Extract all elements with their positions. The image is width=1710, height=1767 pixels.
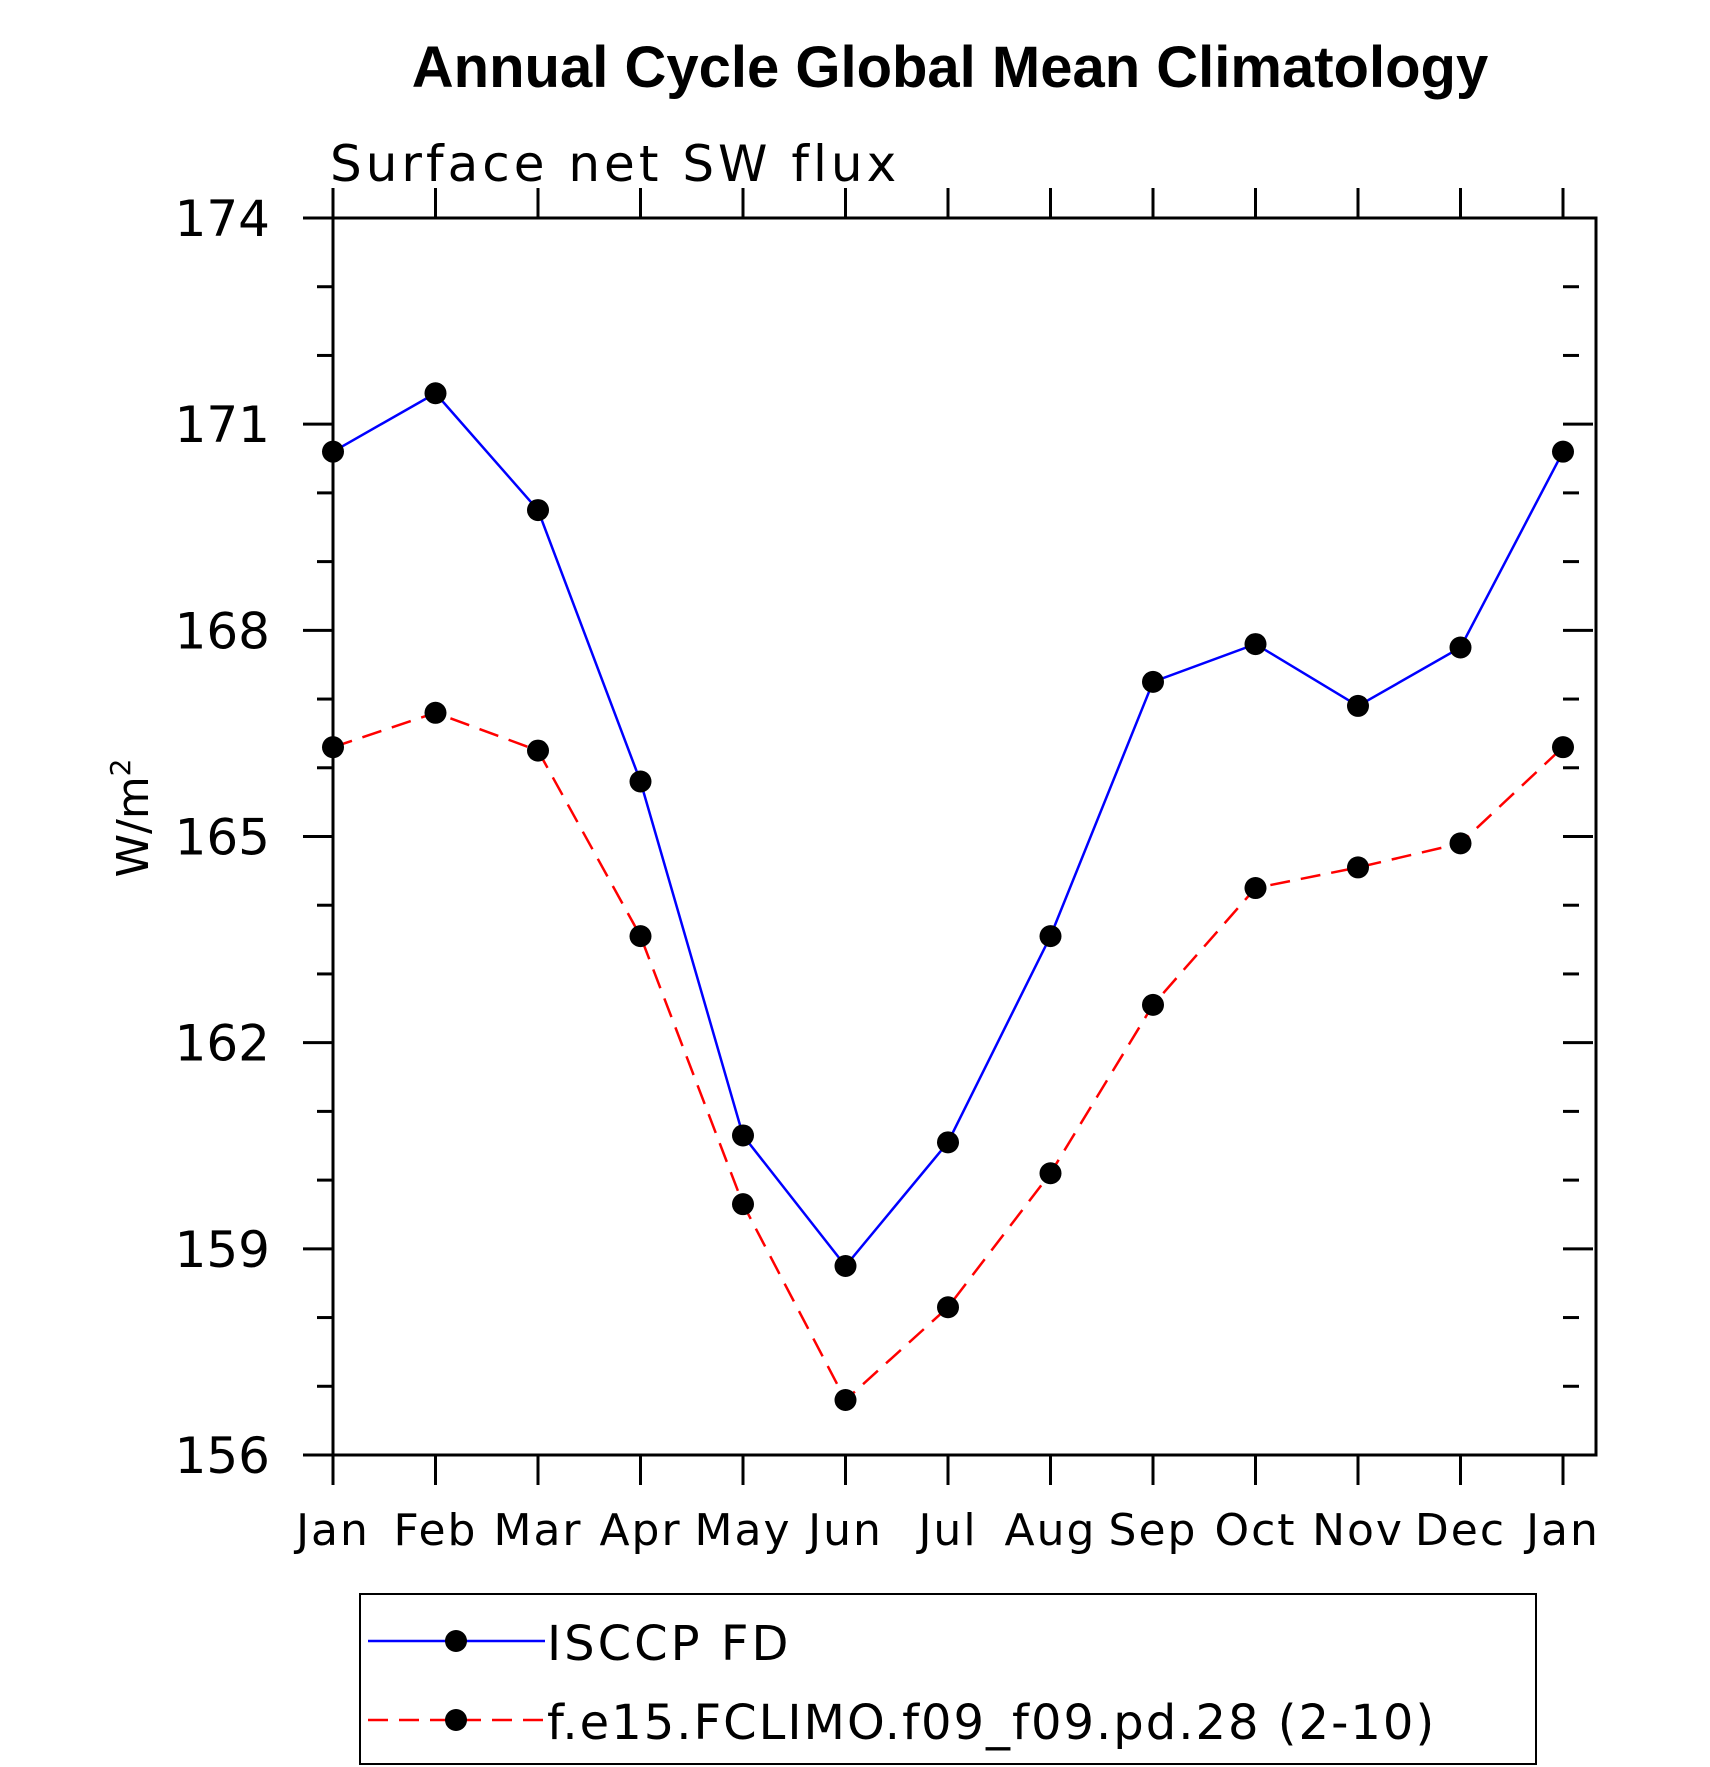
chart-title: Annual Cycle Global Mean Climatology bbox=[412, 35, 1488, 100]
legend-marker-model bbox=[445, 1709, 467, 1731]
data-point-series-0 bbox=[1449, 636, 1472, 659]
data-point-series-1 bbox=[1244, 877, 1267, 900]
svg-text:W/m2: W/m2 bbox=[104, 758, 159, 877]
plot-frame bbox=[331, 216, 1598, 1457]
data-point-series-0 bbox=[1347, 694, 1369, 717]
series-layer bbox=[322, 382, 1574, 1412]
data-point-series-1 bbox=[937, 1296, 959, 1319]
data-point-series-0 bbox=[1552, 440, 1574, 463]
x-tick-labels: Jan Feb Mar Apr May Jun Jul Aug Sep Oct Nov Dec Jan bbox=[293, 1505, 1600, 1556]
x-tick-label: Jun bbox=[805, 1505, 883, 1556]
data-point-series-0 bbox=[732, 1124, 754, 1147]
x-tick-label: Jul bbox=[915, 1505, 977, 1556]
data-point-series-1 bbox=[424, 701, 447, 724]
axis-ticks bbox=[303, 188, 1593, 1485]
data-point-series-1 bbox=[1449, 832, 1472, 855]
y-axis-label: W/m2 bbox=[104, 758, 159, 877]
x-tick-label: Jan bbox=[293, 1505, 370, 1556]
data-point-series-1 bbox=[1552, 736, 1574, 759]
legend-label-isccp: ISCCP FD bbox=[547, 1616, 791, 1672]
data-point-series-1 bbox=[834, 1389, 857, 1412]
data-point-series-1 bbox=[322, 736, 344, 759]
data-point-series-1 bbox=[732, 1193, 754, 1216]
data-point-series-0 bbox=[322, 440, 344, 463]
y-tick-label: 174 bbox=[175, 190, 270, 248]
x-tick-label: Sep bbox=[1109, 1505, 1198, 1556]
y-tick-label: 165 bbox=[175, 809, 270, 867]
x-tick-label: Feb bbox=[394, 1505, 478, 1556]
data-point-series-0 bbox=[937, 1131, 959, 1154]
data-point-series-0 bbox=[629, 770, 652, 793]
legend-marker-isccp bbox=[445, 1630, 467, 1652]
x-tick-label: Oct bbox=[1214, 1505, 1296, 1556]
legend: ISCCP FD f.e15.FCLIMO.f09_f09.pd.28 (2-1… bbox=[359, 1593, 1537, 1765]
data-point-series-1 bbox=[1142, 993, 1164, 1016]
x-tick-label: Aug bbox=[1005, 1505, 1097, 1556]
chart-subtitle: Surface net SW flux bbox=[330, 135, 900, 193]
data-point-series-0 bbox=[527, 499, 549, 522]
legend-box bbox=[359, 1593, 1537, 1765]
x-tick-label: Jan bbox=[1523, 1505, 1600, 1556]
data-point-series-0 bbox=[1142, 670, 1164, 693]
data-point-series-1 bbox=[527, 739, 549, 762]
data-point-series-0 bbox=[424, 382, 447, 405]
y-tick-label: 162 bbox=[175, 1015, 270, 1073]
data-point-series-1 bbox=[1039, 1162, 1062, 1185]
x-tick-label: Apr bbox=[599, 1505, 681, 1556]
legend-label-model: f.e15.FCLIMO.f09_f09.pd.28 (2-10) bbox=[547, 1695, 1436, 1751]
y-tick-labels: 156 159 162 165 168 171 174 bbox=[175, 190, 270, 1485]
data-point-series-1 bbox=[629, 925, 652, 948]
x-tick-label: May bbox=[695, 1505, 792, 1556]
y-axis-label-superscript: 2 bbox=[104, 758, 137, 776]
data-point-series-0 bbox=[834, 1255, 857, 1278]
y-tick-label: 168 bbox=[175, 602, 270, 660]
x-tick-label: Nov bbox=[1312, 1505, 1404, 1556]
x-tick-label: Mar bbox=[493, 1505, 582, 1556]
data-point-series-1 bbox=[1347, 856, 1369, 879]
y-tick-label: 156 bbox=[175, 1427, 270, 1485]
y-tick-label: 159 bbox=[175, 1221, 270, 1279]
data-point-series-0 bbox=[1039, 925, 1062, 948]
y-tick-label: 171 bbox=[175, 396, 270, 454]
y-axis-label-text: W/m bbox=[108, 776, 159, 877]
data-point-series-0 bbox=[1244, 633, 1267, 656]
x-tick-label: Dec bbox=[1415, 1505, 1506, 1556]
